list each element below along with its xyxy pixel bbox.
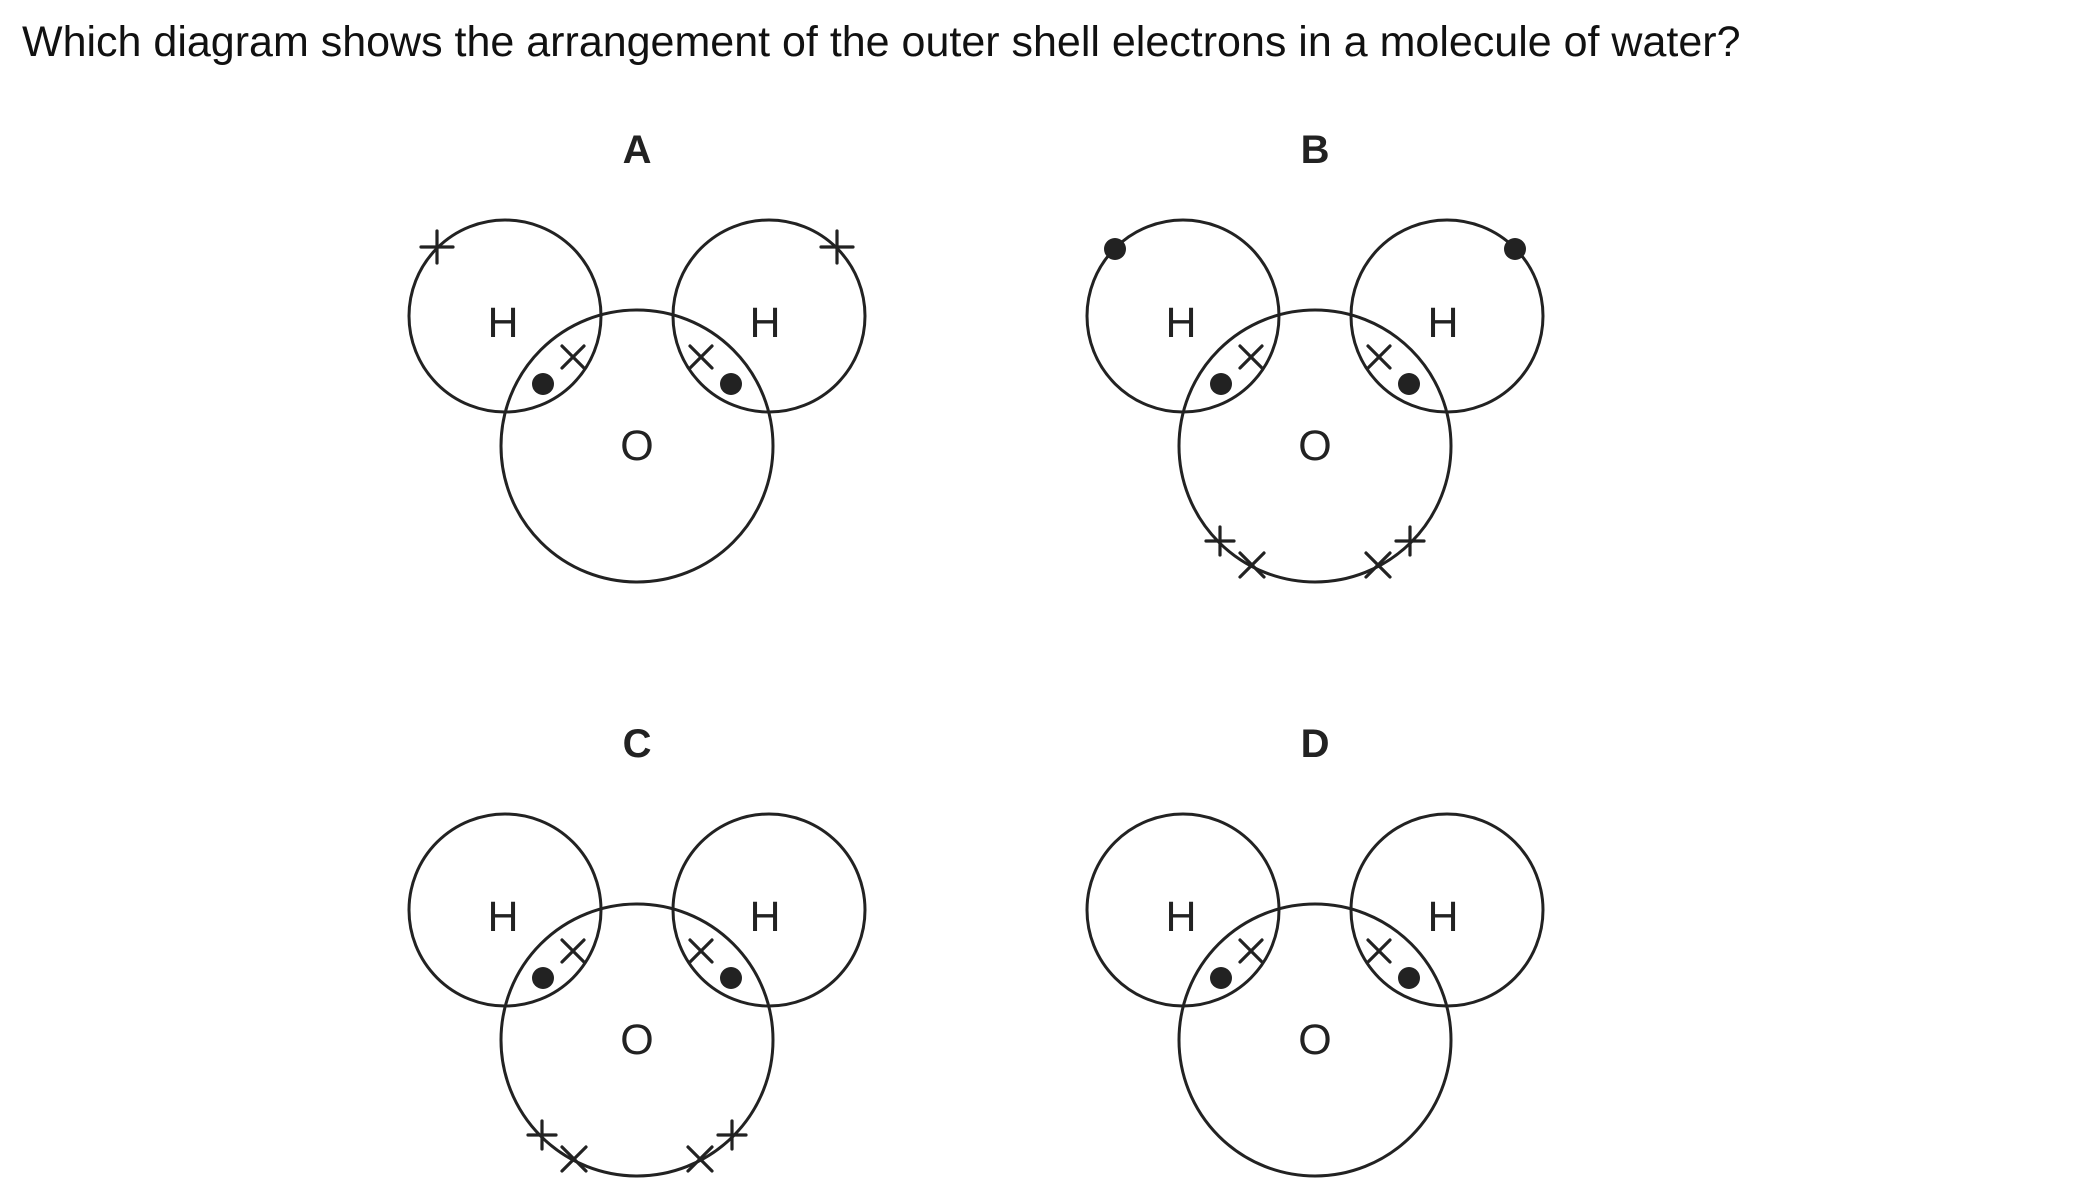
- hydrogen-right-label: H: [749, 299, 780, 347]
- hydrogen-right-label: H: [749, 893, 780, 941]
- option-a-diagram[interactable]: A H H O: [407, 128, 867, 584]
- hydrogen-left-label: H: [1165, 299, 1196, 347]
- shared-cross-electron-left: [560, 344, 586, 370]
- option-b-diagram[interactable]: B H H O: [1085, 128, 1545, 584]
- shared-dot-electron-left: [532, 967, 554, 989]
- option-c-label: C: [623, 722, 652, 766]
- hydrogen-right-label: H: [1427, 893, 1458, 941]
- oxygen-shell: [1177, 308, 1453, 584]
- shared-dot-electron-right: [720, 967, 742, 989]
- shared-cross-electron-right: [688, 938, 714, 964]
- hydrogen-left-label: H: [487, 893, 518, 941]
- shared-cross-electron-right: [1366, 344, 1392, 370]
- hydrogen-right-cross-electron: [819, 229, 855, 265]
- shared-cross-electron-left: [560, 938, 586, 964]
- oxygen-lone-pair-left-a: [1204, 525, 1236, 557]
- oxygen-lone-pair-left-b: [1238, 551, 1266, 579]
- hydrogen-left-label: H: [487, 299, 518, 347]
- shared-dot-electron-left: [1210, 373, 1232, 395]
- hydrogen-left-dot-electron: [1104, 238, 1126, 260]
- oxygen-label: O: [620, 1016, 653, 1064]
- hydrogen-left-label: H: [1165, 893, 1196, 941]
- oxygen-lone-pair-right-a: [1364, 551, 1392, 579]
- hydrogen-right-dot-electron: [1504, 238, 1526, 260]
- oxygen-shell: [1177, 902, 1453, 1178]
- oxygen-label: O: [1298, 1016, 1331, 1064]
- hydrogen-right-label: H: [1427, 299, 1458, 347]
- oxygen-lone-pair-left-b: [560, 1145, 588, 1173]
- shared-cross-electron-left: [1238, 938, 1264, 964]
- oxygen-lone-pair-left-a: [526, 1119, 558, 1151]
- oxygen-label: O: [1298, 422, 1331, 470]
- hydrogen-left-cross-electron: [419, 229, 455, 265]
- option-b-label: B: [1301, 128, 1330, 172]
- option-a-label: A: [623, 128, 652, 172]
- oxygen-lone-pair-right-b: [1394, 525, 1426, 557]
- shared-dot-electron-right: [720, 373, 742, 395]
- shared-dot-electron-right: [1398, 967, 1420, 989]
- oxygen-lone-pair-right-a: [686, 1145, 714, 1173]
- question-text: Which diagram shows the arrangement of t…: [22, 18, 1741, 66]
- option-d-label: D: [1301, 722, 1330, 766]
- oxygen-lone-pair-right-b: [716, 1119, 748, 1151]
- oxygen-label: O: [620, 422, 653, 470]
- shared-dot-electron-left: [532, 373, 554, 395]
- shared-cross-electron-right: [688, 344, 714, 370]
- shared-dot-electron-left: [1210, 967, 1232, 989]
- option-c-diagram[interactable]: C H H O: [407, 722, 867, 1178]
- oxygen-shell: [499, 308, 775, 584]
- shared-dot-electron-right: [1398, 373, 1420, 395]
- shared-cross-electron-right: [1366, 938, 1392, 964]
- shared-cross-electron-left: [1238, 344, 1264, 370]
- oxygen-shell: [499, 902, 775, 1178]
- option-d-diagram[interactable]: D H H O: [1085, 722, 1545, 1178]
